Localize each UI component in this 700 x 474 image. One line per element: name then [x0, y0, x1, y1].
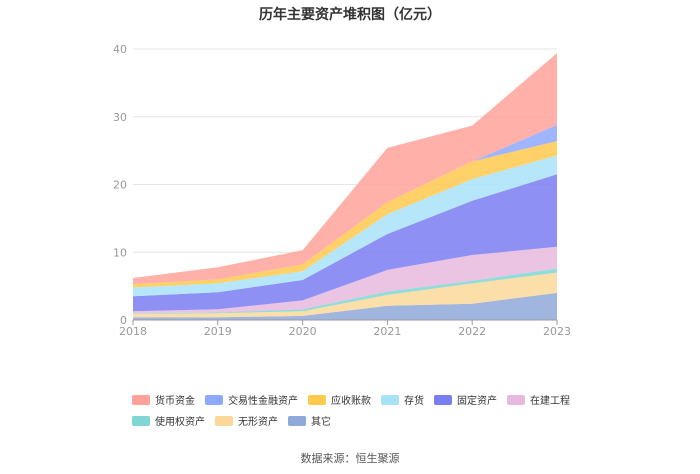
legend-label: 在建工程 — [530, 396, 570, 407]
legend-swatch — [215, 415, 233, 426]
legend-item[interactable]: 在建工程 — [507, 392, 570, 407]
legend-item[interactable]: 无形资产 — [215, 413, 278, 428]
legend-item[interactable]: 货币资金 — [132, 392, 195, 407]
legend-label: 其它 — [311, 417, 331, 428]
x-tick-label: 2020 — [289, 325, 317, 338]
legend-label: 存货 — [404, 396, 424, 407]
y-tick-label: 40 — [113, 43, 127, 56]
legend-row: 使用权资产 无形资产 其它 — [132, 410, 592, 431]
legend-item[interactable]: 交易性金融资产 — [205, 392, 298, 407]
legend: 货币资金 交易性金融资产 应收账款 存货 固定资产 在建工程使用权资产 无形资产 其它 — [132, 389, 592, 431]
area-1[interactable] — [133, 272, 557, 318]
data-source: 数据来源：恒生聚源 — [300, 452, 400, 465]
stacked-area-chart: 0 10 20 30 40 2018 2019 2020 2021 2022 2023 — [113, 43, 571, 338]
legend-swatch — [507, 394, 525, 405]
x-axis: 2018 2019 2020 2021 2022 2023 — [119, 319, 571, 338]
area-0[interactable] — [133, 292, 557, 320]
legend-swatch — [381, 394, 399, 405]
y-tick-label: 0 — [120, 314, 127, 327]
x-tick-label: 2019 — [204, 325, 232, 338]
legend-item[interactable]: 固定资产 — [434, 392, 497, 407]
area-3[interactable] — [133, 246, 557, 314]
y-tick-label: 30 — [113, 111, 127, 124]
legend-row: 货币资金 交易性金融资产 应收账款 存货 固定资产 在建工程 — [132, 389, 592, 410]
legend-swatch — [132, 394, 150, 405]
x-tick-label: 2018 — [119, 325, 147, 338]
legend-swatch — [288, 415, 306, 426]
y-tick-label: 20 — [113, 179, 127, 192]
legend-swatch — [132, 415, 150, 426]
chart-title: 历年主要资产堆积图（亿元） — [259, 7, 441, 23]
y-axis-ticks: 0 10 20 30 40 — [113, 43, 127, 327]
area-6[interactable] — [133, 141, 557, 288]
legend-label: 交易性金融资产 — [228, 396, 298, 407]
legend-swatch — [434, 394, 452, 405]
x-tick-label: 2021 — [373, 325, 401, 338]
x-tick-label: 2023 — [543, 325, 571, 338]
legend-label: 无形资产 — [238, 417, 278, 428]
legend-item[interactable]: 使用权资产 — [132, 413, 205, 428]
area-series — [133, 53, 557, 320]
legend-label: 使用权资产 — [155, 417, 205, 428]
legend-item[interactable]: 应收账款 — [308, 392, 371, 407]
legend-item[interactable]: 其它 — [288, 413, 331, 428]
y-tick-label: 10 — [113, 246, 127, 259]
legend-label: 货币资金 — [155, 396, 195, 407]
legend-label: 应收账款 — [331, 396, 371, 407]
area-5[interactable] — [133, 155, 557, 297]
area-4[interactable] — [133, 174, 557, 312]
legend-item[interactable]: 存货 — [381, 392, 424, 407]
legend-label: 固定资产 — [457, 396, 497, 407]
legend-swatch — [308, 394, 326, 405]
x-tick-label: 2022 — [458, 325, 486, 338]
legend-swatch — [205, 394, 223, 405]
